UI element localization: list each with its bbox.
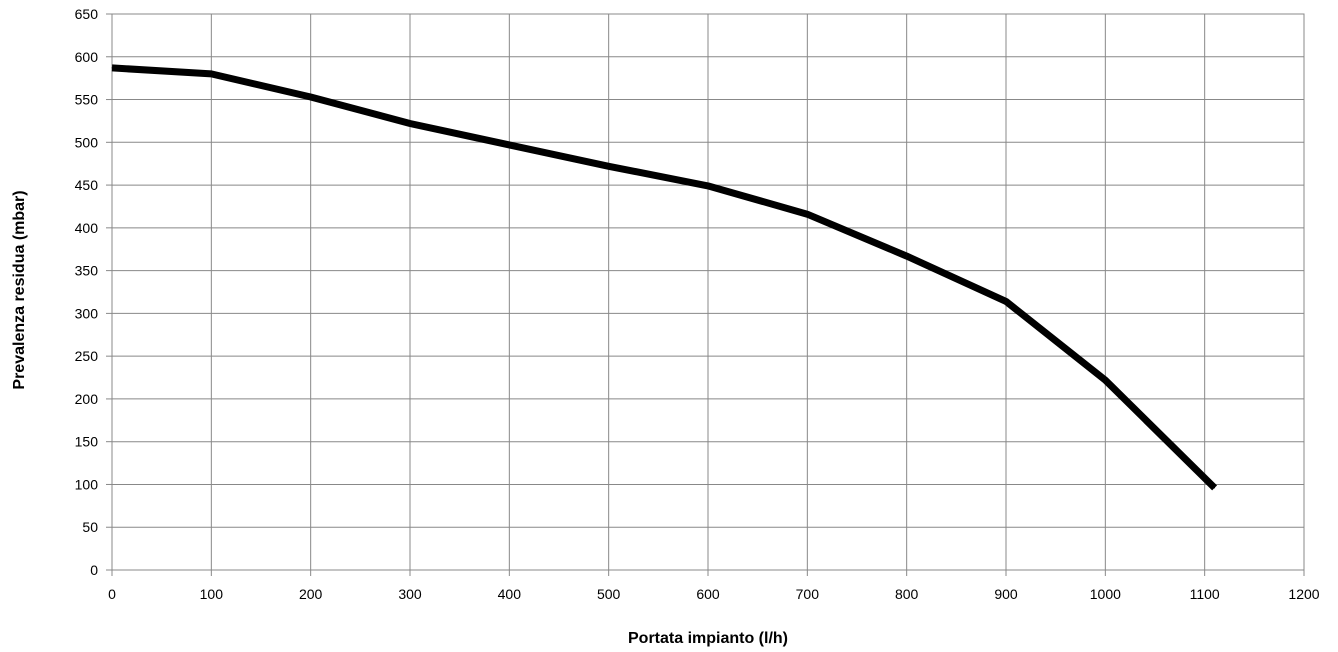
x-axis-ticks: 0 100 200 300 400 500 600 700 800 900 1000 1100 1200	[108, 570, 1320, 602]
data-point	[1005, 300, 1007, 302]
series-layer	[111, 64, 1218, 491]
data-point	[1214, 487, 1216, 489]
x-tick-label: 0	[108, 586, 116, 602]
data-point	[508, 144, 510, 146]
y-tick-label: 200	[75, 391, 99, 407]
y-tick-label: 50	[82, 519, 98, 535]
x-tick-label: 1000	[1090, 586, 1121, 602]
y-tick-label: 650	[75, 6, 99, 22]
x-tick-label: 200	[299, 586, 323, 602]
x-tick-label: 100	[200, 586, 224, 602]
y-tick-label: 0	[90, 562, 98, 578]
x-tick-label: 1100	[1190, 586, 1220, 602]
y-axis-title: Prevalenza residua (mbar)	[11, 190, 28, 389]
y-tick-label: 100	[75, 476, 99, 492]
series-line	[111, 64, 1218, 491]
data-point	[906, 255, 908, 257]
y-tick-label: 150	[75, 434, 99, 450]
grid	[111, 13, 1305, 571]
y-tick-label: 550	[75, 92, 99, 108]
data-point	[1104, 379, 1106, 381]
y-tick-label: 350	[75, 263, 99, 279]
y-tick-label: 300	[75, 305, 99, 321]
y-tick-label: 400	[75, 220, 99, 236]
x-tick-label: 700	[796, 586, 820, 602]
x-tick-label: 1200	[1288, 586, 1319, 602]
y-tick-label: 250	[75, 348, 99, 364]
x-tick-label: 900	[994, 586, 1018, 602]
x-axis-title: Portata impianto (l/h)	[628, 630, 788, 647]
data-point	[806, 213, 808, 215]
x-tick-label: 300	[398, 586, 422, 602]
data-point	[707, 185, 709, 187]
data-point	[409, 122, 411, 124]
y-axis-ticks: 0 50 100 150 200 250 300 350 400 450 500 550 600 650	[75, 6, 112, 578]
data-point	[310, 96, 312, 98]
x-tick-label: 600	[696, 586, 720, 602]
y-tick-label: 500	[75, 134, 99, 150]
y-tick-label: 600	[75, 49, 99, 65]
data-point	[608, 165, 610, 167]
data-point	[111, 67, 113, 69]
x-tick-label: 500	[597, 586, 621, 602]
x-tick-label: 400	[498, 586, 522, 602]
y-tick-label: 450	[75, 177, 99, 193]
x-tick-label: 800	[895, 586, 919, 602]
data-point	[210, 73, 212, 75]
